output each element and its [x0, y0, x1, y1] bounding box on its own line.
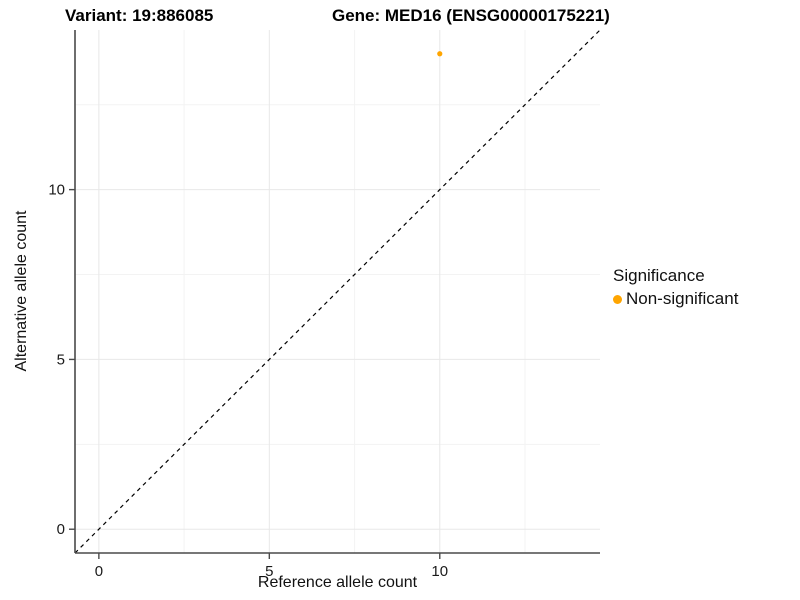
legend-item-label: Non-significant — [626, 289, 739, 308]
legend-item-non-significant: Non-significant — [613, 289, 738, 309]
x-axis-label: Reference allele count — [257, 574, 418, 591]
legend-title: Significance — [613, 266, 705, 285]
identity-dashed-line — [74, 29, 601, 554]
y-tick-label: 10 — [48, 182, 65, 199]
data-point — [437, 51, 443, 57]
legend: Significance Non-significant — [613, 266, 738, 309]
x-tick-label: 10 — [431, 563, 448, 580]
legend-point-icon — [613, 294, 622, 304]
variant-title: Variant: 19:886085 — [65, 6, 214, 25]
x-tick-label: 0 — [95, 563, 103, 580]
y-axis-label: Alternative allele count — [13, 210, 30, 372]
x-tick-label: 5 — [265, 563, 273, 580]
y-tick-label: 5 — [57, 351, 65, 368]
y-tick-label: 0 — [57, 521, 65, 538]
gene-title: Gene: MED16 (ENSG00000175221) — [332, 6, 610, 25]
